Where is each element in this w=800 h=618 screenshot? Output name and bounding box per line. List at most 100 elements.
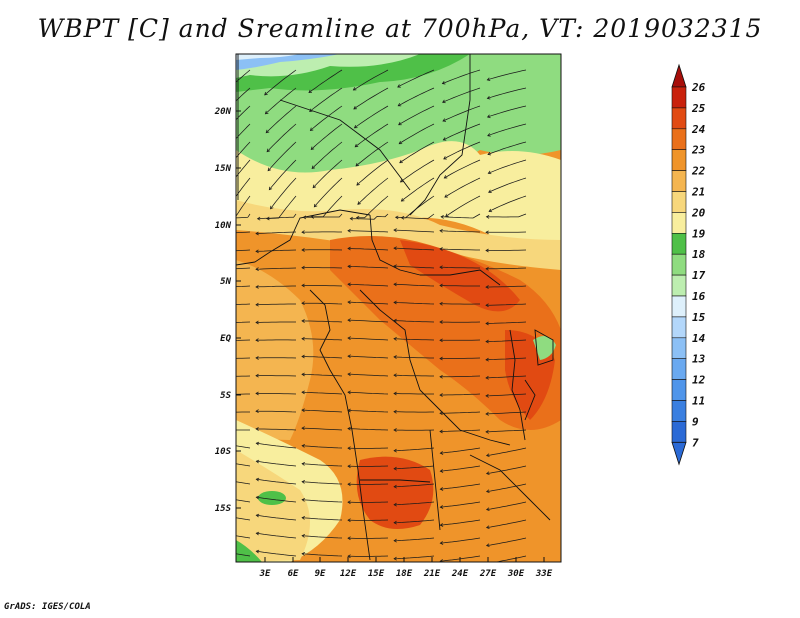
streamline	[347, 391, 389, 395]
streamline-arrow	[439, 469, 444, 473]
streamline-arrow	[347, 464, 351, 469]
border-angola-zambia	[429, 429, 441, 531]
streamline-arrow	[347, 408, 351, 413]
colorbar-segment	[671, 149, 687, 171]
streamline-arrow	[394, 215, 399, 220]
streamline	[301, 373, 343, 377]
streamline	[256, 550, 297, 557]
streamline	[347, 230, 389, 233]
streamline-arrow	[485, 266, 489, 271]
streamline-arrow	[211, 530, 214, 533]
streamline	[486, 537, 527, 546]
streamline	[485, 339, 527, 342]
streamline-arrow	[255, 427, 259, 431]
streamline-arrow	[301, 534, 305, 538]
streamline	[393, 247, 435, 251]
streamline-arrow	[255, 459, 260, 464]
streamline-arrow	[255, 356, 259, 360]
latitude-axis: 20N 15N 10N 5N EQ 5S 10S 15S	[214, 107, 241, 514]
border-car-drc	[420, 269, 501, 286]
streamline	[236, 195, 251, 217]
streamline-arrow	[442, 137, 447, 141]
streamline	[312, 159, 343, 188]
streamline-arrow	[311, 165, 316, 169]
streamline	[444, 159, 481, 179]
lon-tick-label: 21E	[423, 569, 441, 579]
streamline	[236, 321, 251, 323]
streamline	[393, 393, 434, 395]
streamline	[486, 465, 527, 474]
streamline-arrow	[485, 429, 489, 434]
streamline	[236, 87, 251, 102]
streamline	[486, 483, 527, 492]
streamline	[488, 195, 527, 212]
streamline	[443, 123, 481, 141]
streamline	[236, 69, 251, 83]
colorbar-segment	[671, 400, 687, 422]
streamline-arrow	[310, 146, 315, 150]
streamline-arrow	[485, 507, 490, 512]
streamline-arrow	[255, 285, 259, 289]
streamline-arrow	[220, 94, 223, 97]
streamline	[354, 105, 389, 129]
streamline-arrow	[255, 495, 260, 500]
lat-tick-label: 10S	[215, 447, 232, 457]
streamline-arrow	[487, 133, 491, 137]
streamline	[256, 478, 297, 485]
streamline-arrow	[398, 121, 402, 126]
streamline	[236, 231, 251, 234]
streamline	[357, 177, 389, 205]
streamline	[394, 447, 435, 452]
lat-tick-label: 15S	[215, 504, 232, 514]
colorbar-segment	[671, 128, 687, 151]
streamline	[302, 285, 343, 287]
streamline-arrow	[439, 411, 443, 416]
streamline	[444, 177, 481, 198]
streamline	[487, 123, 527, 137]
streamline	[394, 519, 435, 524]
streamline	[398, 123, 435, 145]
streamline	[487, 87, 527, 99]
streamline-arrow	[301, 230, 305, 235]
streamline	[393, 229, 435, 233]
streamline-arrow	[308, 89, 313, 94]
streamline-arrow	[393, 448, 397, 453]
streamline	[309, 87, 343, 112]
streamline	[302, 499, 343, 503]
streamline-arrow	[398, 140, 403, 145]
streamline-arrow	[255, 409, 259, 414]
streamline-arrow	[355, 162, 359, 167]
streamline-arrow	[265, 129, 270, 134]
streamline	[236, 213, 251, 219]
streamline	[401, 177, 435, 202]
streamline	[445, 195, 481, 217]
streamline	[347, 301, 389, 305]
streamline-arrow	[349, 216, 354, 221]
streamline-arrow	[393, 318, 397, 323]
colorbar-label: 9	[692, 415, 699, 428]
lon-tick-label: 6E	[288, 569, 299, 579]
streamline	[347, 265, 389, 269]
streamlines	[210, 69, 527, 562]
field-blue-band	[236, 54, 340, 70]
streamline	[399, 141, 435, 164]
streamline-arrow	[356, 182, 360, 186]
streamline	[485, 357, 527, 361]
streamline-arrow	[210, 340, 213, 343]
streamline	[347, 373, 389, 377]
streamline-arrow	[439, 301, 443, 306]
streamline	[487, 105, 527, 118]
streamline-arrow	[309, 108, 313, 112]
colorbar-label: 22	[691, 165, 706, 178]
streamline	[302, 445, 343, 449]
streamline-arrow	[347, 426, 351, 431]
streamline	[347, 319, 389, 323]
lake-tanganyika	[524, 379, 536, 421]
streamline	[439, 393, 481, 396]
streamline-arrow	[211, 476, 214, 479]
streamline	[236, 517, 251, 521]
streamline	[236, 357, 251, 359]
streamline-arrow	[485, 303, 489, 308]
streamline	[302, 553, 343, 557]
colorbar-label: 18	[692, 248, 706, 261]
